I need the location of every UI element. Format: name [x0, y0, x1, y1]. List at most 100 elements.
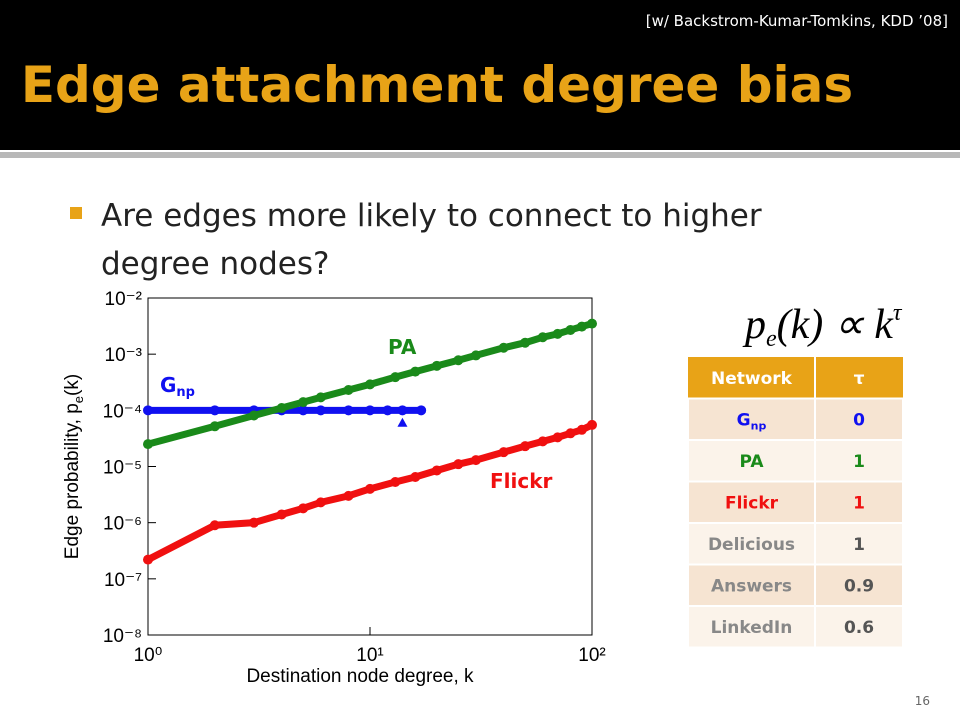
data-point [520, 337, 531, 348]
data-point [453, 459, 464, 470]
data-point [470, 350, 481, 361]
citation: [w/ Backstrom-Kumar-Tomkins, KDD ’08] [646, 12, 948, 30]
data-point [520, 441, 531, 452]
data-point [298, 397, 309, 408]
data-point [315, 405, 326, 416]
y-tick-label: 10⁻⁷ [104, 570, 142, 591]
data-point [537, 436, 548, 447]
data-point [431, 465, 442, 476]
table-row-bg [687, 563, 904, 607]
data-point [209, 520, 220, 531]
table-cell: Delicious [708, 535, 795, 555]
table-row-bg [687, 397, 904, 441]
table-cell: 1 [853, 452, 865, 472]
data-point [498, 447, 509, 458]
table: Network τ Gnp 0 PA 1 Flickr 1 Delicious 1 Answers 0… [687, 357, 904, 649]
network-name: Flickr [725, 494, 779, 514]
data-point [365, 405, 375, 416]
series-label: PA [388, 335, 417, 359]
x-tick-label: 10⁰ [134, 645, 163, 666]
formula-part: (k) ∝ k [777, 302, 895, 348]
network-name: Answers [711, 577, 792, 597]
data-point [276, 509, 287, 520]
network-name: PA [739, 452, 764, 472]
data-point [248, 517, 259, 528]
table-cell: Flickr [725, 494, 779, 514]
table-cell: 1 [853, 535, 865, 555]
y-tick-label: 10⁻³ [105, 345, 143, 366]
data-point [537, 332, 548, 343]
data-point [453, 355, 464, 366]
data-point [416, 405, 427, 416]
formula-part: τ [893, 300, 903, 326]
table-cell: PA [739, 452, 764, 472]
table-header-cell: τ [854, 369, 865, 389]
data-point [209, 421, 220, 432]
header-rule [0, 152, 960, 158]
network-name: G [737, 411, 751, 431]
data-point [298, 405, 309, 416]
data-point [343, 405, 354, 416]
data-point [365, 379, 375, 390]
plot-frame [147, 297, 593, 636]
x-axis-label: Destination node degree, k [246, 666, 474, 687]
chart: 10⁻⁸ 10⁻⁷ 10⁻⁶ 10⁻⁵ 10⁻⁴ 10⁻³ 10⁻² 10⁰ 10¹ 10² Des… [62, 289, 606, 687]
data-point [397, 405, 408, 416]
data-point [410, 366, 421, 377]
series-label-name: PA [388, 335, 417, 359]
data-point [390, 372, 401, 383]
bullet-text: degree nodes? [101, 246, 329, 282]
data-point [382, 405, 393, 416]
data-point [315, 392, 326, 403]
data-point [470, 455, 481, 466]
y-tick-label: 10⁻⁴ [103, 401, 142, 422]
data-point [498, 342, 509, 353]
page-number: 16 [915, 694, 930, 708]
header-bar [0, 0, 960, 150]
data-point [565, 324, 576, 335]
table-cell: 0 [853, 411, 865, 431]
outlier-point [397, 417, 408, 427]
table-row-bg [687, 439, 904, 483]
title: Edge attachment degree bias [21, 56, 853, 114]
series-label: Flickr [490, 469, 553, 493]
data-point [276, 403, 287, 414]
formula: pe(k) ∝ kτ [742, 300, 903, 352]
data-point [576, 424, 587, 435]
data-point [248, 410, 259, 421]
formula-part: p [742, 302, 766, 348]
y-tick-label: 10⁻⁵ [103, 458, 142, 479]
y-tick-label: 10⁻⁸ [103, 626, 142, 647]
table-row-bg [687, 480, 904, 524]
y-tick-label: 10⁻² [105, 289, 143, 310]
table-cell: Gnp [737, 411, 767, 433]
x-tick-label: 10² [578, 645, 605, 666]
table-row-bg [687, 605, 904, 649]
data-point [587, 318, 597, 329]
data-point [209, 405, 220, 416]
series-label-name: G [160, 373, 176, 397]
table-cell: LinkedIn [711, 618, 793, 638]
table-header-bg [688, 357, 903, 399]
network-sub: np [751, 420, 767, 433]
table-header-cell: Network [711, 369, 793, 389]
data-point [552, 328, 563, 339]
data-point [143, 405, 153, 416]
bullet-text: Are edges more likely to connect to high… [101, 198, 762, 234]
data-point [343, 490, 354, 501]
network-name: LinkedIn [711, 618, 793, 638]
table-cell: 0.9 [844, 577, 874, 597]
data-point [587, 419, 597, 430]
network-name: Delicious [708, 535, 795, 555]
data-point [576, 321, 587, 332]
data-point [431, 360, 442, 371]
data-point [390, 476, 401, 487]
y-axis-label: Edge probability, pe(k) [62, 374, 86, 559]
series-label-name: Flickr [490, 469, 553, 493]
bullet-marker [70, 207, 82, 219]
y-axis-label-part: (k) [62, 374, 83, 396]
data-point [410, 472, 421, 483]
data-point [143, 554, 153, 565]
